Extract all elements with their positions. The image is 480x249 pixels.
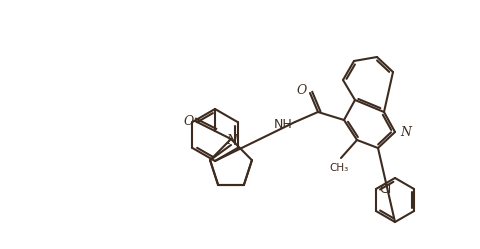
Text: O: O xyxy=(296,83,307,97)
Text: CH₃: CH₃ xyxy=(329,163,348,173)
Text: N: N xyxy=(226,133,237,146)
Text: NH: NH xyxy=(274,118,292,130)
Text: N: N xyxy=(399,125,410,138)
Text: O: O xyxy=(183,115,194,127)
Text: Cl: Cl xyxy=(378,183,390,195)
